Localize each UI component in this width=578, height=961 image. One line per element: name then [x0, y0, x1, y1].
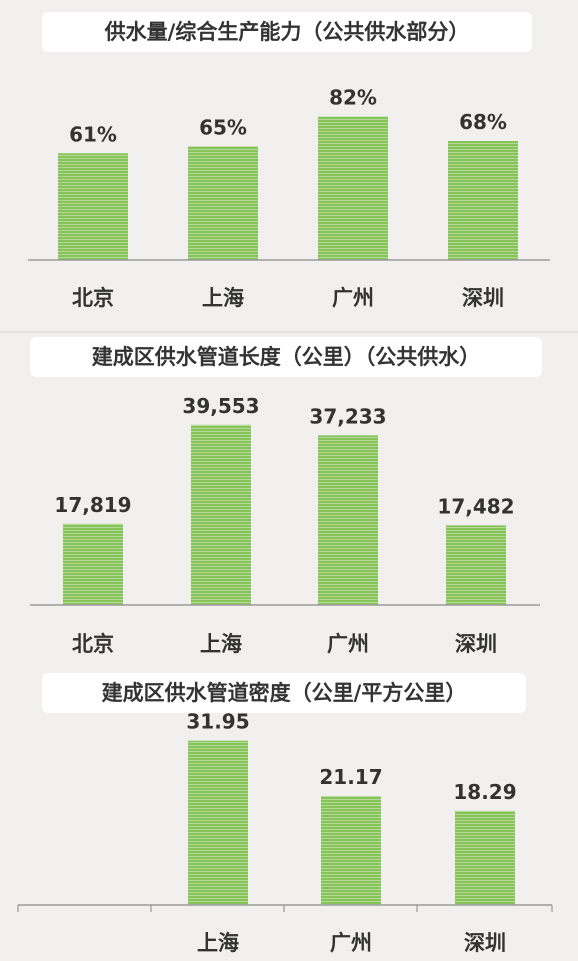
bar-4	[455, 810, 515, 905]
bar-2	[188, 146, 258, 260]
data-label: 68%	[459, 110, 507, 134]
category-label: 深圳	[464, 931, 506, 955]
data-label: 65%	[199, 115, 247, 139]
data-label: 31.95	[186, 710, 249, 734]
data-label: 18.29	[453, 780, 516, 804]
data-label: 82%	[329, 86, 377, 110]
bar-3	[321, 796, 381, 905]
chart-panel-pipe-density: 建成区供水管道密度（公里/平方公里） 31.95 上海 21.17 广州 18.29 深圳	[0, 665, 578, 961]
category-label: 广州	[330, 931, 372, 955]
category-label: 北京	[72, 286, 114, 310]
category-label: 广州	[332, 286, 374, 310]
bar-2	[191, 424, 251, 605]
bar-1	[58, 153, 128, 260]
bar-4	[446, 525, 506, 605]
data-label: 21.17	[319, 765, 382, 789]
bar-1	[63, 523, 123, 605]
bar-2	[188, 740, 248, 905]
data-label: 17,819	[54, 493, 131, 517]
data-label: 39,553	[182, 394, 259, 418]
data-label: 37,233	[309, 404, 386, 428]
category-label: 深圳	[462, 286, 504, 310]
bar-3	[318, 116, 388, 260]
category-label: 上海	[197, 931, 239, 955]
category-label: 北京	[72, 632, 114, 656]
category-label: 上海	[200, 632, 242, 656]
category-label: 深圳	[455, 632, 497, 656]
chart-title: 建成区供水管道长度（公里）（公共供水）	[30, 337, 542, 377]
category-label: 上海	[202, 286, 244, 310]
section-divider	[0, 331, 578, 333]
data-label: 17,482	[437, 494, 514, 518]
bar-chart-pipe-density: 31.95 上海 21.17 广州 18.29 深圳	[17, 710, 553, 955]
category-label: 广州	[327, 632, 369, 656]
bar-4	[448, 141, 518, 260]
chart-panel-pipe-length: 建成区供水管道长度（公里）（公共供水） 17,819 北京 39,553 上海 37,2…	[0, 333, 578, 663]
data-label: 61%	[69, 122, 117, 146]
chart-panel-supply-ratio: 供水量/综合生产能力（公共供水部分） 61% 北京 65% 上海 82% 广州 68% 深圳	[0, 0, 578, 330]
bar-chart-supply-ratio: 61% 北京 65% 上海 82% 广州 68% 深圳	[28, 86, 550, 310]
chart-title: 建成区供水管道密度（公里/平方公里）	[42, 673, 526, 713]
bar-chart-pipe-length: 17,819 北京 39,553 上海 37,233 广州 17,482 深圳	[30, 394, 540, 656]
chart-title: 供水量/综合生产能力（公共供水部分）	[42, 12, 532, 52]
bar-3	[318, 435, 378, 605]
